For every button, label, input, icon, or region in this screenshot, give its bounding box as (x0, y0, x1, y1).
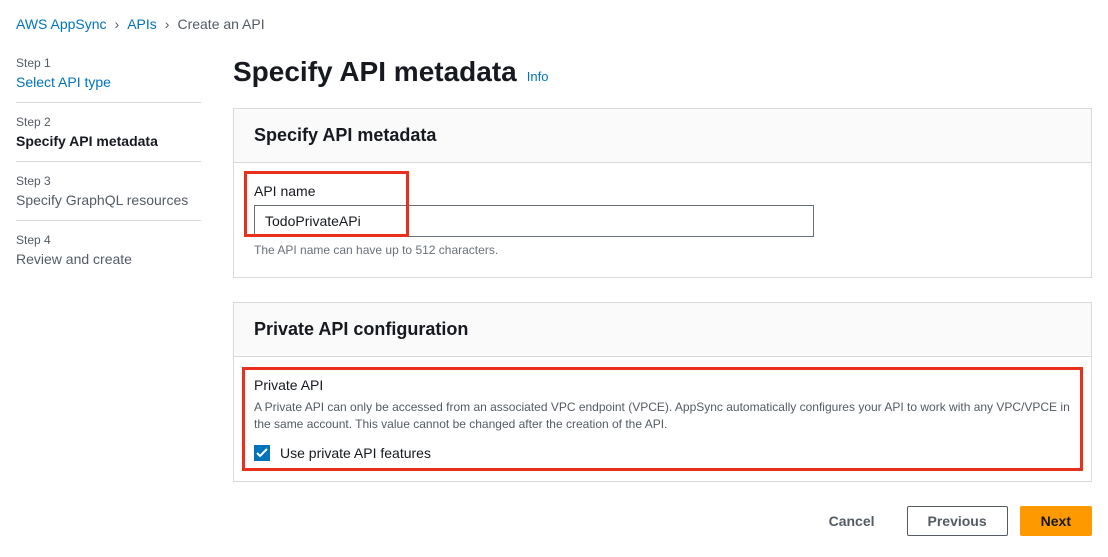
previous-button[interactable]: Previous (907, 506, 1008, 536)
wizard-step-2: Step 2 Specify API metadata (16, 102, 201, 161)
step-title: Specify API metadata (16, 133, 201, 149)
footer-actions: Cancel Previous Next (233, 506, 1092, 536)
step-num: Step 2 (16, 115, 201, 129)
step-title[interactable]: Select API type (16, 74, 201, 90)
use-private-api-checkbox[interactable] (254, 445, 270, 461)
breadcrumb-current: Create an API (177, 16, 264, 32)
step-num: Step 1 (16, 56, 201, 70)
wizard-step-3: Step 3 Specify GraphQL resources (16, 161, 201, 220)
private-api-subtitle: Private API (254, 377, 1071, 393)
wizard-step-4: Step 4 Review and create (16, 220, 201, 279)
panel-title: Private API configuration (254, 319, 1071, 340)
step-num: Step 3 (16, 174, 201, 188)
step-title: Specify GraphQL resources (16, 192, 201, 208)
private-api-description: A Private API can only be accessed from … (254, 399, 1071, 433)
step-num: Step 4 (16, 233, 201, 247)
wizard-sidebar: Step 1 Select API type Step 2 Specify AP… (16, 56, 201, 536)
page-title: Specify API metadata (233, 56, 517, 88)
panel-title: Specify API metadata (254, 125, 1071, 146)
api-name-hint: The API name can have up to 512 characte… (254, 243, 1071, 257)
chevron-right-icon: › (115, 16, 120, 32)
step-title: Review and create (16, 251, 201, 267)
breadcrumb-link-appsync[interactable]: AWS AppSync (16, 16, 107, 32)
info-link[interactable]: Info (527, 69, 549, 84)
cancel-button[interactable]: Cancel (809, 507, 895, 535)
panel-api-metadata: Specify API metadata API name The API na… (233, 108, 1092, 278)
panel-private-config: Private API configuration Private API A … (233, 302, 1092, 482)
api-name-input[interactable] (254, 205, 814, 237)
check-icon (256, 448, 268, 458)
api-name-label: API name (254, 183, 1071, 199)
breadcrumb: AWS AppSync › APIs › Create an API (16, 16, 1092, 32)
chevron-right-icon: › (165, 16, 170, 32)
next-button[interactable]: Next (1020, 506, 1092, 536)
breadcrumb-link-apis[interactable]: APIs (127, 16, 157, 32)
checkbox-label: Use private API features (280, 445, 431, 461)
wizard-step-1[interactable]: Step 1 Select API type (16, 56, 201, 102)
